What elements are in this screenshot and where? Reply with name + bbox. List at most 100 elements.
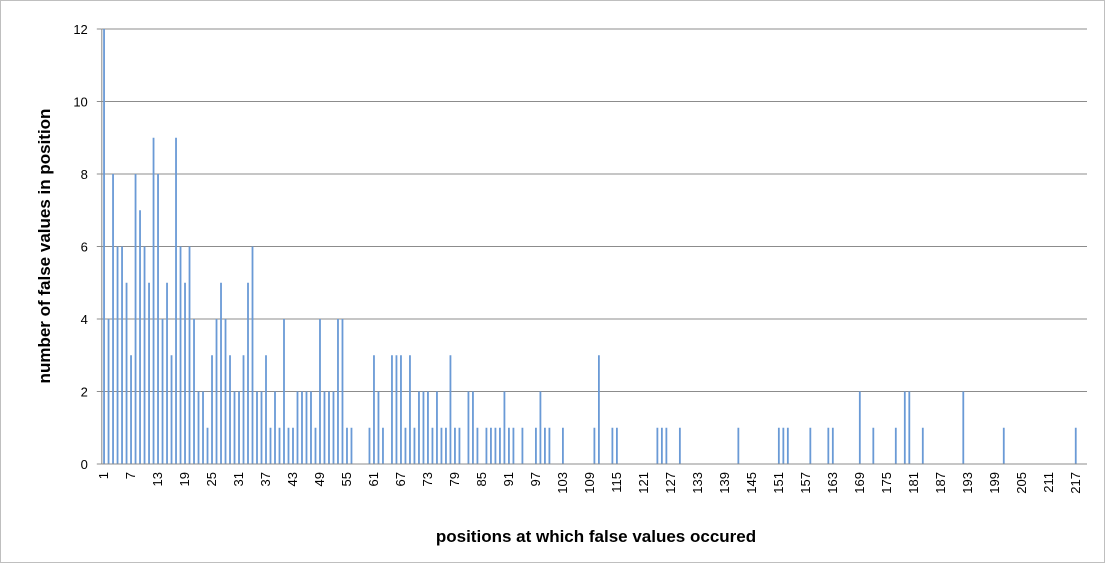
bar: [535, 427, 537, 464]
bar: [593, 427, 596, 464]
x-tick-label: 25: [204, 472, 219, 486]
bar: [112, 174, 114, 464]
bar: [660, 427, 663, 464]
bar: [413, 427, 416, 464]
bar: [368, 427, 371, 464]
bar: [903, 391, 906, 464]
bar: [678, 427, 681, 464]
bar: [229, 355, 231, 464]
bar: [283, 319, 285, 464]
bar: [332, 391, 335, 464]
y-tick-label: 6: [81, 240, 88, 255]
bar: [301, 391, 303, 464]
bar: [251, 246, 254, 464]
bar: [161, 319, 164, 464]
bar: [494, 427, 497, 464]
x-tick-label: 49: [312, 472, 327, 486]
bar: [247, 282, 249, 464]
bar: [238, 391, 240, 464]
x-tick-label: 133: [690, 472, 705, 494]
bar: [373, 355, 375, 464]
x-tick-label: 169: [852, 472, 867, 494]
bar: [737, 427, 740, 464]
bar: [193, 319, 195, 464]
bar: [395, 355, 398, 464]
bar: [400, 355, 402, 464]
bar: [175, 137, 177, 464]
bar: [323, 391, 326, 464]
x-tick-label: 157: [798, 472, 813, 494]
y-tick-label: 4: [81, 312, 88, 327]
bar: [782, 427, 785, 464]
x-tick-label: 19: [177, 472, 192, 486]
bar: [107, 319, 110, 464]
x-tick-label: 91: [501, 472, 516, 486]
bar: [548, 427, 551, 464]
bar: [1002, 427, 1005, 464]
bar: [377, 391, 380, 464]
bar: [539, 391, 542, 464]
bar: [427, 391, 429, 464]
x-tick-label: 211: [1041, 472, 1056, 493]
bar: [125, 282, 128, 464]
bar: [265, 355, 267, 464]
x-tick-label: 67: [393, 472, 408, 486]
bar: [310, 391, 312, 464]
y-axis-title: number of false values in position: [35, 109, 54, 384]
bar: [202, 391, 204, 464]
bar: [139, 210, 141, 464]
bar: [305, 391, 308, 464]
bar: [431, 427, 434, 464]
x-tick-label: 97: [528, 472, 543, 486]
bar: [274, 391, 276, 464]
y-tick-label: 0: [81, 457, 88, 472]
bar: [157, 174, 159, 464]
bar: [467, 391, 470, 464]
bar: [445, 427, 447, 464]
bar: [422, 391, 425, 464]
bar: [436, 391, 438, 464]
bar: [503, 391, 506, 464]
x-tick-label: 31: [231, 472, 246, 486]
x-tick-label: 103: [555, 472, 570, 494]
bar: [615, 427, 618, 464]
x-tick-label: 217: [1068, 472, 1083, 494]
y-tick-label: 10: [73, 95, 87, 110]
x-tick-label: 199: [987, 472, 1002, 494]
bar: [143, 246, 146, 464]
bar: [211, 355, 213, 464]
bar: [404, 427, 407, 464]
bar: [409, 355, 411, 464]
bar: [858, 391, 861, 464]
bar: [827, 427, 830, 464]
x-tick-label: 115: [609, 472, 624, 493]
bar: [130, 355, 132, 464]
bar: [341, 319, 344, 464]
bar: [224, 319, 227, 464]
bar: [476, 427, 479, 464]
bar: [418, 391, 420, 464]
bar: [449, 355, 452, 464]
bar: [256, 391, 258, 464]
bar: [454, 427, 456, 464]
bar: [197, 391, 200, 464]
bar: [116, 246, 119, 464]
x-tick-label: 7: [123, 472, 138, 479]
bar: [233, 391, 236, 464]
bar: [508, 427, 510, 464]
bar: [184, 282, 186, 464]
bar: [242, 355, 245, 464]
x-tick-label: 79: [447, 472, 462, 486]
bar: [831, 427, 834, 464]
x-tick-label: 151: [771, 472, 786, 494]
bar: [215, 319, 218, 464]
bar: [440, 427, 443, 464]
bar: [485, 427, 488, 464]
bar: [777, 427, 780, 464]
bar: [170, 355, 173, 464]
bar: [314, 427, 317, 464]
x-tick-label: 55: [339, 472, 354, 486]
bar: [962, 391, 965, 464]
